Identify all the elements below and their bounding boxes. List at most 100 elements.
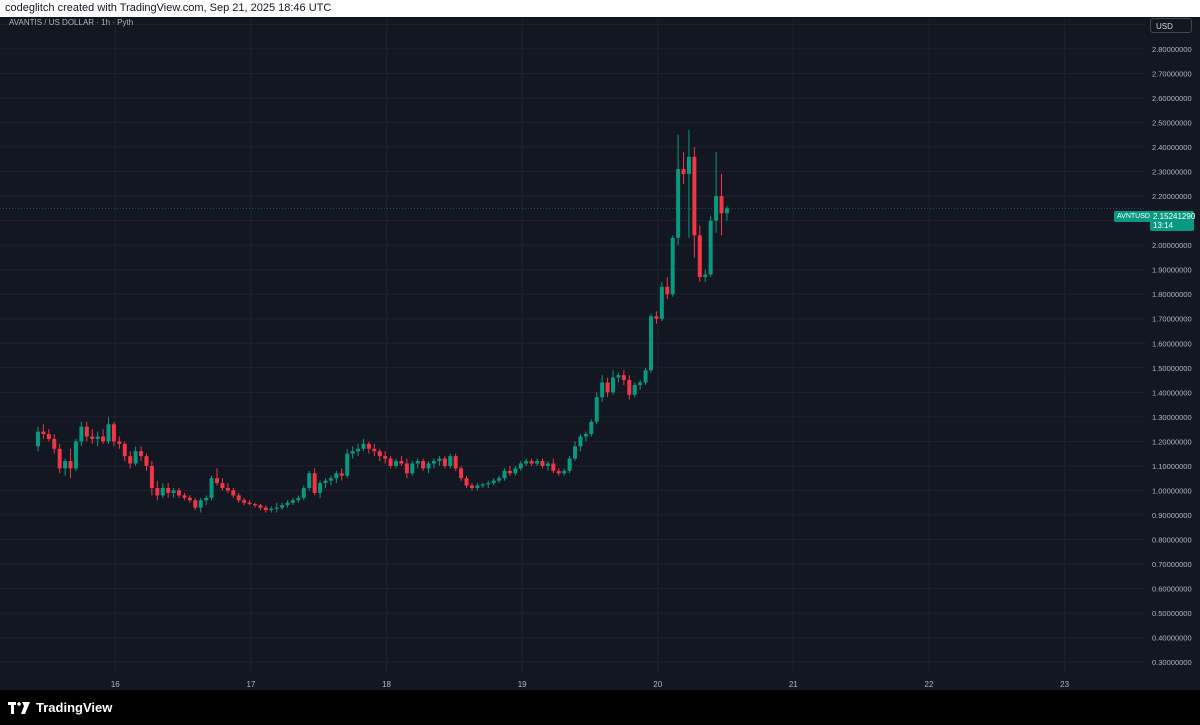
last-price-value: 2.15241290: [1153, 212, 1196, 221]
price-tick-label: 1.30000000: [1152, 413, 1192, 422]
candle-body: [394, 461, 399, 466]
candle: [242, 497, 247, 506]
candle: [708, 215, 713, 278]
time-tick-label: 23: [1060, 680, 1069, 689]
candle-body: [361, 443, 366, 449]
candle-body: [41, 431, 46, 435]
candle: [312, 468, 317, 496]
candle-body: [681, 169, 686, 175]
candle-body: [513, 468, 518, 474]
attribution-bar: codeglitch created with TradingView.com,…: [0, 0, 1200, 17]
candle-body: [328, 478, 333, 481]
candle-body: [182, 495, 187, 498]
candle-body: [724, 208, 729, 214]
candle: [345, 448, 350, 479]
candle: [160, 483, 165, 498]
candle: [648, 313, 653, 373]
candle-body: [421, 461, 426, 469]
candle: [502, 468, 507, 481]
candle: [627, 375, 632, 400]
price-tick-label: 2.40000000: [1152, 143, 1192, 152]
candle: [562, 468, 567, 476]
candle: [410, 461, 415, 476]
candle: [415, 458, 420, 469]
candle-body: [63, 461, 68, 469]
candle: [372, 443, 377, 457]
candle: [632, 382, 637, 398]
candle: [616, 372, 621, 383]
candle-body: [643, 370, 648, 383]
candle: [149, 461, 154, 496]
candle-body: [144, 456, 149, 466]
candle: [567, 456, 572, 474]
price-tick-label: 2.50000000: [1152, 118, 1192, 127]
candle-body: [686, 156, 691, 175]
candle: [703, 269, 708, 282]
candle: [654, 311, 659, 324]
chart-area[interactable]: 0.30000000 0.40000000 0.50000000 0.60000000…: [0, 17, 1200, 690]
candle-body: [540, 461, 545, 466]
candle-body: [307, 473, 312, 489]
candle: [594, 392, 599, 425]
candle: [714, 151, 719, 233]
candle: [670, 235, 675, 297]
candle-body: [128, 456, 133, 464]
candle: [638, 380, 643, 390]
tradingview-logo[interactable]: TradingView: [8, 700, 112, 715]
currency-selector[interactable]: USD: [1150, 18, 1192, 33]
candle-body: [84, 426, 89, 437]
symbol-title[interactable]: AVANTIS / US DOLLAR · 1h · Pyth: [9, 18, 134, 27]
candle: [692, 147, 697, 258]
candle: [356, 443, 361, 457]
candle: [469, 483, 474, 491]
candle: [225, 483, 230, 493]
candle-body: [312, 473, 317, 493]
candle: [280, 502, 285, 511]
candle: [383, 451, 388, 464]
candle-body: [437, 458, 442, 462]
candle: [583, 431, 588, 442]
candle-body: [209, 478, 214, 498]
candle: [366, 441, 371, 454]
candle-body: [73, 441, 78, 469]
price-tick-label: 1.70000000: [1152, 315, 1192, 324]
candle: [171, 488, 176, 498]
candle-body: [632, 384, 637, 395]
candle: [73, 438, 78, 471]
candle-body: [410, 463, 415, 474]
price-tick-label: 1.80000000: [1152, 290, 1192, 299]
candle-body: [480, 484, 485, 486]
candle-body: [166, 488, 171, 493]
candle: [111, 421, 116, 447]
candle: [719, 174, 724, 236]
candle-body: [35, 431, 40, 447]
candle-body: [252, 503, 257, 506]
candle: [90, 429, 95, 444]
candle-body: [703, 274, 708, 278]
candle-body: [90, 436, 95, 439]
candle: [611, 370, 616, 395]
candle-body: [714, 196, 719, 221]
candle-body: [594, 397, 599, 422]
price-tick-label: 0.90000000: [1152, 511, 1192, 520]
candle: [214, 468, 219, 486]
candle: [388, 456, 393, 469]
candle-body: [627, 380, 632, 395]
candle: [204, 495, 209, 506]
tradingview-logo-icon: [8, 701, 30, 714]
candle: [556, 468, 561, 476]
candle-body: [345, 453, 350, 476]
candle: [399, 456, 404, 466]
candle: [513, 465, 518, 476]
time-tick-label: 20: [653, 680, 662, 689]
candle: [486, 480, 491, 489]
last-price-label: 2.15241290 13:14: [1150, 211, 1196, 231]
candle-body: [605, 382, 610, 393]
candle: [258, 503, 263, 511]
candle: [621, 370, 626, 385]
candle: [518, 461, 523, 471]
candle: [464, 475, 469, 489]
price-chart[interactable]: 0.30000000 0.40000000 0.50000000 0.60000000…: [0, 17, 1200, 690]
candle-body: [708, 220, 713, 275]
candle: [328, 475, 333, 486]
